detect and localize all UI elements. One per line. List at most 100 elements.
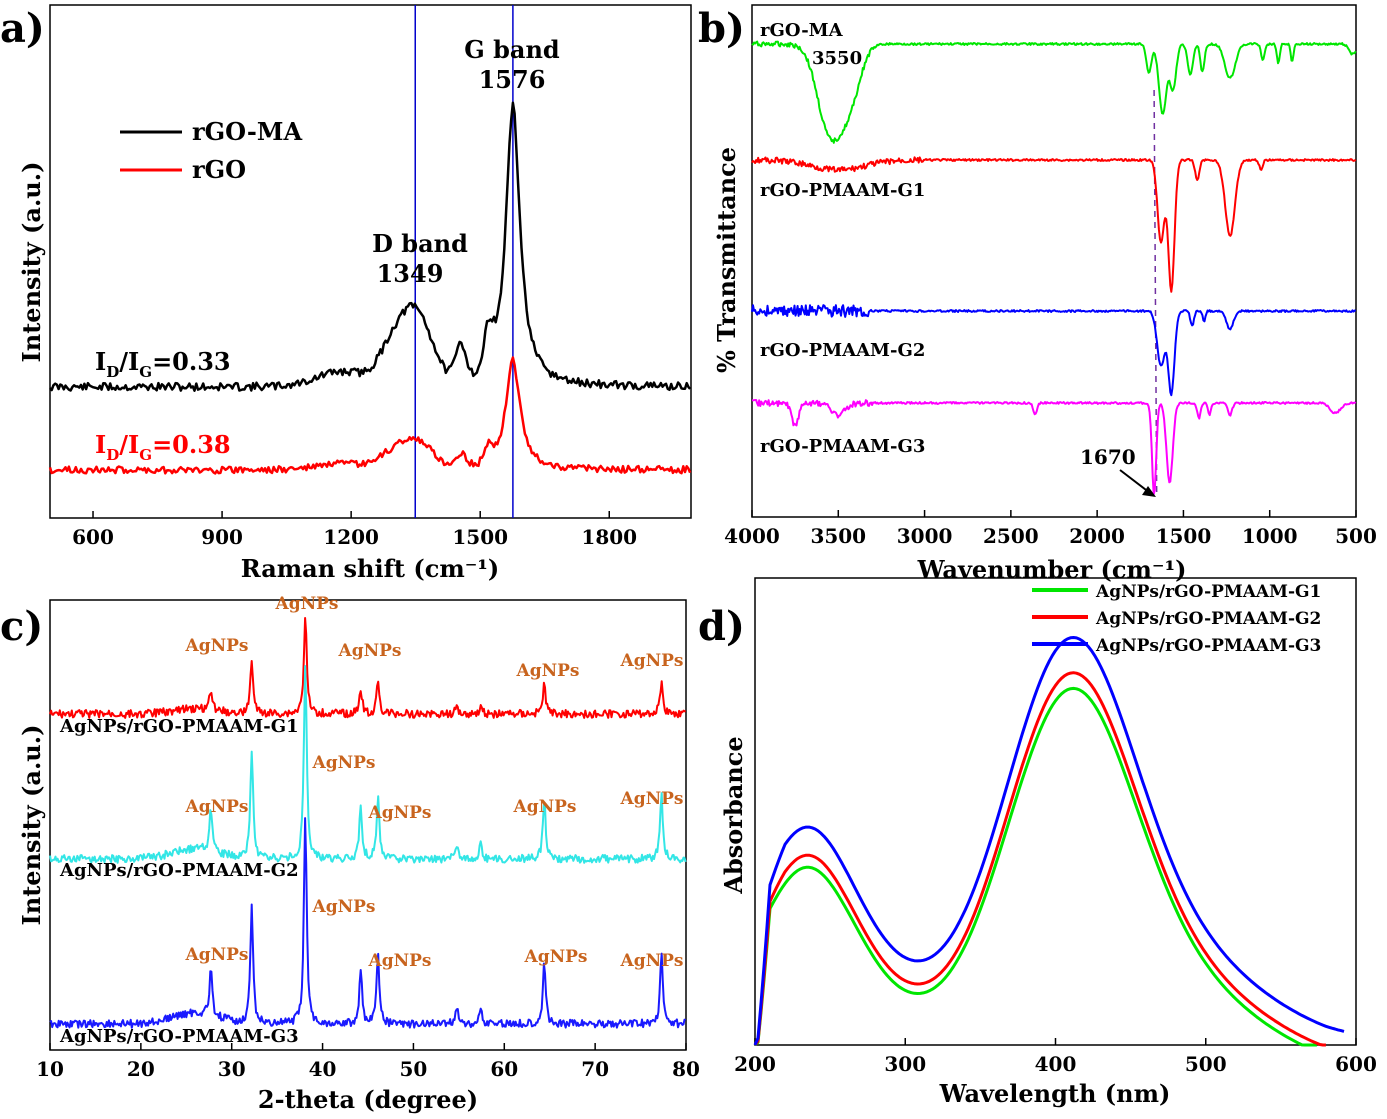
panel-d: d) 200 300 400 500 600 Wavelength (nm) Absor… [698,577,1377,1108]
uv-trace-g1 [754,686,1317,1047]
ftir-trace-rgo-ma [751,40,1357,144]
xtick-label: 2500 [983,524,1039,548]
xtick-label: 1800 [581,525,637,549]
xtick-label: 1500 [1156,524,1212,548]
legend-d-g3: AgNPs/rGO-PMAAM-G3 [1095,636,1321,656]
ftir-label-g3: rGO-PMAAM-G3 [760,436,925,457]
ftir-trace-g3 [751,399,1357,496]
xtick-label: 30 [218,1057,246,1081]
xtick-label: 300 [884,1052,926,1076]
xrd-peak-label: AgNPs [524,947,588,967]
xrd-peak-label: AgNPs [185,945,249,965]
panel-c-xlabel: 2-theta (degree) [258,1085,478,1114]
panel-d-xlabel: Wavelength (nm) [939,1079,1171,1108]
panel-c-plot [49,617,687,1029]
d-band-value: 1349 [377,259,444,288]
xtick-label: 10 [36,1057,64,1081]
xtick-label: 70 [581,1057,609,1081]
xtick-label: 1200 [323,525,379,549]
xrd-peak-label: AgNPs [368,803,432,823]
panel-a-xticks: 600 900 1200 1500 1800 [72,511,637,549]
xtick-label: 80 [672,1057,700,1081]
panel-b-plot [751,40,1357,496]
legend-d-g1: AgNPs/rGO-PMAAM-G1 [1095,582,1321,602]
xtick-label: 20 [127,1057,155,1081]
uv-trace-g2 [753,671,1326,1047]
xrd-label-g1: AgNPs/rGO-PMAAM-G1 [59,716,299,737]
legend-rgo-ma: rGO-MA [192,117,302,146]
panel-c-frame [49,599,687,1051]
xrd-label-g3: AgNPs/rGO-PMAAM-G3 [59,1026,299,1047]
panel-c-xticks: 10 20 30 40 50 60 70 80 [36,1043,700,1081]
xrd-peak-label: AgNPs [312,753,376,773]
xrd-peak-label: AgNPs [338,641,402,661]
panel-c-peak-labels: AgNPs AgNPs AgNPs AgNPs AgNPs AgNPs AgNPs AgNPs… [185,594,684,971]
xtick-label: 3500 [810,524,866,548]
ftir-peak-3550: 3550 [812,48,862,69]
panel-a-letter: a) [0,5,45,52]
panel-a-frame [49,4,692,519]
xtick-label: 1500 [452,525,508,549]
xrd-peak-label: AgNPs [185,636,249,656]
xrd-peak-label: AgNPs [620,651,684,671]
xtick-label: 40 [309,1057,337,1081]
xtick-label: 500 [1335,524,1377,548]
panel-a-plot [48,5,692,518]
d-band-label: D band [372,229,468,258]
raman-trace-rgo [48,356,692,475]
ratio-rgo: ID/IG=0.38 [95,430,231,464]
xrd-peak-label: AgNPs [516,661,580,681]
xtick-label: 600 [72,525,114,549]
xrd-peak-label: AgNPs [620,789,684,809]
ftir-label-g2: rGO-PMAAM-G2 [760,340,925,361]
ftir-label-rgo-ma: rGO-MA [760,20,844,41]
ftir-arrowhead-1670 [1142,486,1156,497]
xrd-peak-label: AgNPs [368,951,432,971]
xrd-label-g2: AgNPs/rGO-PMAAM-G2 [59,860,299,881]
xrd-trace-g2 [49,665,687,864]
panel-b-letter: b) [698,5,745,52]
xtick-label: 500 [1185,1052,1227,1076]
legend-rgo: rGO [192,155,246,184]
g-band-value: 1576 [479,65,546,94]
xrd-peak-label: AgNPs [620,951,684,971]
xrd-peak-label: AgNPs [513,797,577,817]
panel-d-letter: d) [698,603,745,650]
xtick-label: 3000 [897,524,953,548]
g-band-label: G band [464,35,560,64]
panel-d-xticks: 200 300 400 500 600 [734,1038,1377,1076]
panel-c-letter: c) [0,603,43,650]
ftir-guide-line [1153,89,1158,493]
raman-trace-rgo-ma [49,101,692,392]
xtick-label: 2000 [1069,524,1125,548]
panel-d-plot [753,636,1345,1047]
panel-a-xlabel: Raman shift (cm⁻¹) [241,554,500,583]
xtick-label: 60 [490,1057,518,1081]
ftir-arrow-1670 [1119,469,1151,494]
ratio-rgo-ma: ID/IG=0.33 [95,347,231,381]
panel-b-ylabel: % Transmittance [712,147,741,373]
xtick-label: 4000 [724,524,780,548]
xtick-label: 50 [400,1057,428,1081]
ftir-trace-g2 [751,304,1357,397]
xtick-label: 200 [734,1052,776,1076]
panel-b-xticks: 4000 3500 3000 2500 2000 1500 1000 500 [724,510,1377,548]
xrd-peak-label: AgNPs [185,797,249,817]
panel-b-xlabel: Wavenumber (cm⁻¹) [917,555,1187,584]
xrd-peak-label: AgNPs [275,594,339,614]
xtick-label: 1000 [1242,524,1298,548]
xrd-trace-g3 [49,817,687,1029]
panel-a: a) 600 900 1200 1500 1800 Raman shift (cm⁻¹)… [0,4,692,583]
xrd-trace-g1 [49,617,687,719]
panel-a-ylabel: Intensity (a.u.) [17,162,46,363]
xrd-peak-label: AgNPs [312,897,376,917]
uv-trace-g3 [753,636,1345,1046]
xtick-label: 900 [201,525,243,549]
xtick-label: 400 [1035,1052,1077,1076]
panel-b-frame [751,4,1357,518]
panel-d-ylabel: Absorbance [719,736,748,894]
xtick-label: 600 [1335,1052,1377,1076]
legend-d-g2: AgNPs/rGO-PMAAM-G2 [1095,609,1321,629]
